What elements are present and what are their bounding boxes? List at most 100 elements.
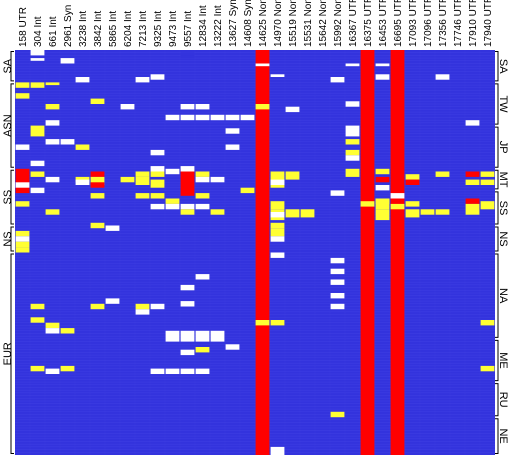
- heatmap-cell: [105, 298, 120, 304]
- heatmap-cell: [90, 303, 105, 310]
- column-label: 17356 UTR: [438, 0, 449, 47]
- group-label: SS: [497, 201, 509, 216]
- group-label: NA: [497, 288, 509, 304]
- heatmap-cell: [330, 77, 345, 83]
- heatmap-cell: [195, 171, 210, 177]
- group-label: SA: [2, 58, 14, 73]
- heatmap-cell: [330, 411, 345, 418]
- heatmap-cell: [90, 182, 105, 188]
- heatmap-cell: [195, 193, 210, 199]
- column-label: 17940 UTR: [483, 0, 494, 47]
- group-bracket: [495, 51, 499, 82]
- heatmap-cell: [30, 125, 45, 131]
- column-label: 16375 UTR: [363, 0, 374, 47]
- heatmap-cell: [375, 209, 390, 221]
- group-label: JP: [497, 141, 509, 154]
- group-bracket: [10, 83, 14, 168]
- heatmap-cell: [180, 114, 195, 121]
- heatmap-cell: [165, 198, 180, 204]
- heatmap-cell: [195, 330, 210, 342]
- group-label: EUR: [2, 342, 14, 365]
- column-label: 9473 Int: [168, 11, 179, 47]
- heatmap-cell: [285, 106, 300, 113]
- heatmap-cell: [45, 328, 60, 334]
- column-label: 13222 Int: [213, 5, 224, 47]
- column-label: 14608 Syn: [243, 0, 254, 47]
- column-labels: 158 UTR 304 Int 661 Int 2961 Syn 3238 Int 384…: [18, 0, 494, 47]
- column-label: 304 Int: [33, 16, 44, 47]
- group-bracket: [495, 191, 499, 225]
- heatmap-cell: [330, 190, 345, 196]
- heatmap-cell: [255, 63, 270, 67]
- heatmap-cell: [180, 203, 195, 210]
- heatmap-cell: [90, 222, 105, 229]
- column-label: 9557 Int: [183, 11, 194, 47]
- column-label: 17093 UTR: [408, 0, 419, 47]
- heatmap-cell: [150, 166, 165, 172]
- column-label: 15531 Non: [303, 0, 314, 47]
- column-label: 661 Int: [48, 16, 59, 47]
- heatmap-cell: [240, 187, 255, 194]
- heatmap-cell: [345, 149, 360, 156]
- heatmap-cell: [120, 104, 135, 110]
- heatmap-cell: [195, 274, 210, 280]
- heatmap-cell: [330, 279, 345, 285]
- group-label: ASN: [2, 114, 14, 137]
- heatmap-cell: [30, 131, 45, 137]
- heatmap-cell: [45, 139, 60, 145]
- heatmap-cell: [135, 77, 150, 83]
- heatmap-cell: [195, 114, 210, 121]
- heatmap-cell: [165, 168, 180, 175]
- group-label: TW: [497, 95, 509, 113]
- heatmap-cell: [15, 182, 30, 188]
- heatmap-cell: [465, 198, 480, 204]
- heatmap-cell: [390, 193, 405, 199]
- heatmap-cell: [270, 74, 285, 77]
- heatmap-cell: [210, 330, 225, 342]
- heatmap-cell: [165, 330, 180, 342]
- heatmap-cell: [465, 171, 480, 177]
- heatmap-cell: [465, 120, 480, 126]
- heatmap-cell: [75, 77, 90, 83]
- heatmap-cell: [30, 160, 45, 167]
- heatmap-cell: [225, 144, 240, 150]
- column-label: 12834 Int: [198, 5, 209, 47]
- heatmap-cell: [345, 131, 360, 137]
- heatmap-cell: [30, 171, 45, 177]
- heatmap-cell: [195, 176, 210, 183]
- heatmap-cell: [225, 114, 240, 121]
- group-bracket: [495, 83, 499, 125]
- column-label: 3238 Int: [78, 11, 89, 47]
- heatmap-cell: [30, 365, 45, 372]
- heatmap-cell: [180, 330, 195, 342]
- column-label: 16695 UTR: [393, 0, 404, 47]
- heatmap-cell: [180, 209, 195, 215]
- heatmap-cell: [345, 155, 360, 161]
- heatmap-cell: [345, 125, 360, 131]
- column-label: 16367 UTR: [348, 0, 359, 47]
- column-label: 15642 Non: [318, 0, 329, 47]
- heatmap-cell: [375, 168, 390, 175]
- heatmap-cell: [150, 149, 165, 156]
- heatmap-cell: [60, 139, 75, 145]
- heatmap-cell: [390, 50, 405, 455]
- group-label: NS: [497, 231, 509, 246]
- heatmap-cell: [15, 247, 30, 253]
- heatmap-cell: [135, 309, 150, 315]
- heatmap-cell: [135, 176, 150, 185]
- heatmap-cell: [150, 179, 165, 188]
- group-label: SA: [497, 59, 509, 74]
- heatmap-cell: [180, 349, 195, 356]
- heatmap-cell: [30, 82, 45, 88]
- heatmap-cell: [330, 257, 345, 264]
- heatmap-cell: [180, 52, 195, 59]
- heatmap-cell: [30, 187, 45, 194]
- heatmap-cell: [270, 236, 285, 242]
- group-label: RU: [497, 392, 509, 408]
- heatmap-cell: [435, 209, 450, 215]
- heatmap-cell: [90, 171, 105, 177]
- heatmap-cells: [15, 50, 495, 455]
- heatmap-cell: [150, 303, 165, 310]
- heatmap-cell: [150, 193, 165, 199]
- heatmap-cell: [120, 176, 135, 183]
